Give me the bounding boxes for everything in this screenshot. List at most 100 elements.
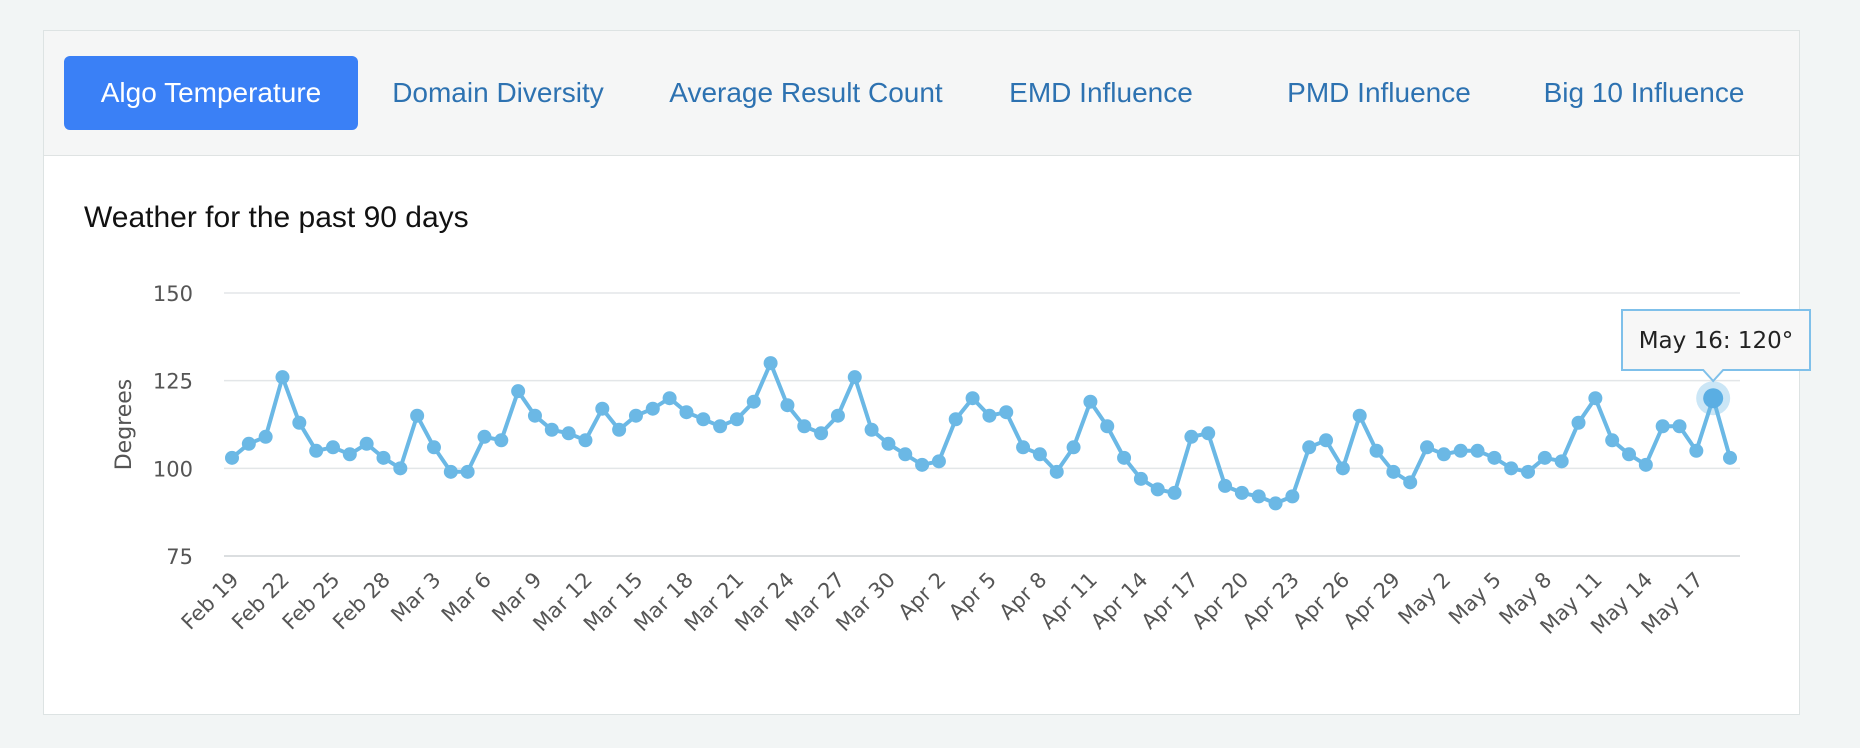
data-point bbox=[612, 422, 627, 437]
data-point bbox=[1655, 419, 1670, 434]
data-point bbox=[1268, 496, 1283, 511]
data-point bbox=[1133, 471, 1148, 486]
data-point bbox=[561, 426, 576, 441]
data-point bbox=[915, 457, 930, 472]
data-point bbox=[1049, 464, 1064, 479]
data-point bbox=[258, 429, 273, 444]
data-point bbox=[797, 419, 812, 434]
data-point bbox=[696, 412, 711, 427]
data-point bbox=[763, 356, 778, 371]
data-point bbox=[864, 422, 879, 437]
data-point bbox=[393, 461, 408, 476]
data-point bbox=[898, 447, 913, 462]
data-point bbox=[965, 391, 980, 406]
data-point bbox=[1218, 478, 1233, 493]
data-point bbox=[595, 401, 610, 416]
data-point bbox=[511, 384, 526, 399]
data-point bbox=[1588, 391, 1603, 406]
data-point bbox=[830, 408, 845, 423]
data-point bbox=[679, 405, 694, 420]
data-point bbox=[1504, 461, 1519, 476]
data-point bbox=[999, 405, 1014, 420]
data-point bbox=[460, 464, 475, 479]
data-point bbox=[628, 408, 643, 423]
tab-average-result-count[interactable]: Average Result Count bbox=[669, 77, 943, 108]
data-point bbox=[544, 422, 559, 437]
data-point bbox=[746, 394, 761, 409]
data-point bbox=[275, 370, 290, 385]
tab-algo-temperature[interactable]: Algo Temperature bbox=[64, 56, 358, 130]
data-point bbox=[1319, 433, 1334, 448]
tab-pmd-influence[interactable]: PMD Influence bbox=[1287, 77, 1471, 108]
data-point bbox=[325, 440, 340, 455]
tooltip-text: May 16: 120° bbox=[1639, 328, 1794, 354]
tab-big-10-influence[interactable]: Big 10 Influence bbox=[1543, 77, 1745, 108]
data-point bbox=[1335, 461, 1350, 476]
data-point bbox=[1285, 489, 1300, 504]
data-point bbox=[1234, 485, 1249, 500]
data-point bbox=[780, 398, 795, 413]
data-point bbox=[1638, 457, 1653, 472]
x-tick-label: Feb 28 bbox=[328, 568, 395, 635]
x-tick-label: Apr 5 bbox=[944, 568, 1001, 625]
data-point bbox=[225, 450, 239, 465]
y-tick-label: 75 bbox=[166, 545, 193, 569]
x-tick-label: May 5 bbox=[1444, 568, 1506, 630]
data-point bbox=[729, 412, 744, 427]
data-point bbox=[1184, 429, 1199, 444]
data-point bbox=[359, 436, 374, 451]
chart-title: Weather for the past 90 days bbox=[84, 201, 469, 234]
tab-emd-influence[interactable]: EMD Influence bbox=[1009, 77, 1193, 108]
data-point bbox=[931, 454, 946, 469]
data-point bbox=[1487, 450, 1502, 465]
data-point bbox=[376, 450, 391, 465]
data-point bbox=[1369, 443, 1384, 458]
data-point bbox=[527, 408, 542, 423]
data-point bbox=[1201, 426, 1216, 441]
y-tick-label: 150 bbox=[153, 282, 193, 306]
data-point bbox=[1537, 450, 1552, 465]
data-point bbox=[1352, 408, 1367, 423]
data-point bbox=[1302, 440, 1317, 455]
data-point bbox=[1100, 419, 1115, 434]
data-point bbox=[1167, 485, 1182, 500]
highlight-point bbox=[1703, 388, 1724, 409]
tooltip-box bbox=[1621, 309, 1811, 383]
data-point bbox=[1605, 433, 1620, 448]
data-point bbox=[410, 408, 425, 423]
x-tick-label: Mar 6 bbox=[437, 568, 496, 627]
data-point bbox=[1470, 443, 1485, 458]
data-point bbox=[1386, 464, 1401, 479]
tab-domain-diversity[interactable]: Domain Diversity bbox=[392, 77, 604, 108]
data-point bbox=[309, 443, 324, 458]
data-point bbox=[241, 436, 256, 451]
tab-bar: Algo Temperature Domain Diversity Averag… bbox=[44, 31, 1799, 156]
data-point bbox=[1571, 415, 1586, 430]
data-point bbox=[578, 433, 593, 448]
data-point bbox=[1016, 440, 1031, 455]
chart-panel: Algo Temperature Domain Diversity Averag… bbox=[43, 30, 1800, 715]
data-point bbox=[1403, 475, 1418, 490]
data-point bbox=[443, 464, 458, 479]
data-point bbox=[1622, 447, 1637, 462]
data-point bbox=[1453, 443, 1468, 458]
data-point bbox=[982, 408, 997, 423]
data-point bbox=[1521, 464, 1536, 479]
data-point bbox=[1032, 447, 1047, 462]
data-point bbox=[494, 433, 509, 448]
x-tick-label: May 2 bbox=[1394, 568, 1456, 630]
data-point bbox=[1150, 482, 1165, 497]
data-point bbox=[342, 447, 357, 462]
data-point bbox=[1117, 450, 1132, 465]
data-point bbox=[1251, 489, 1266, 504]
data-point bbox=[1066, 440, 1081, 455]
data-point bbox=[948, 412, 963, 427]
series-line bbox=[230, 361, 1732, 506]
data-point bbox=[1672, 419, 1687, 434]
data-point bbox=[1723, 450, 1737, 465]
data-point bbox=[1554, 454, 1569, 469]
data-point bbox=[477, 429, 492, 444]
data-point bbox=[1420, 440, 1435, 455]
y-tick-label: 100 bbox=[153, 457, 193, 481]
